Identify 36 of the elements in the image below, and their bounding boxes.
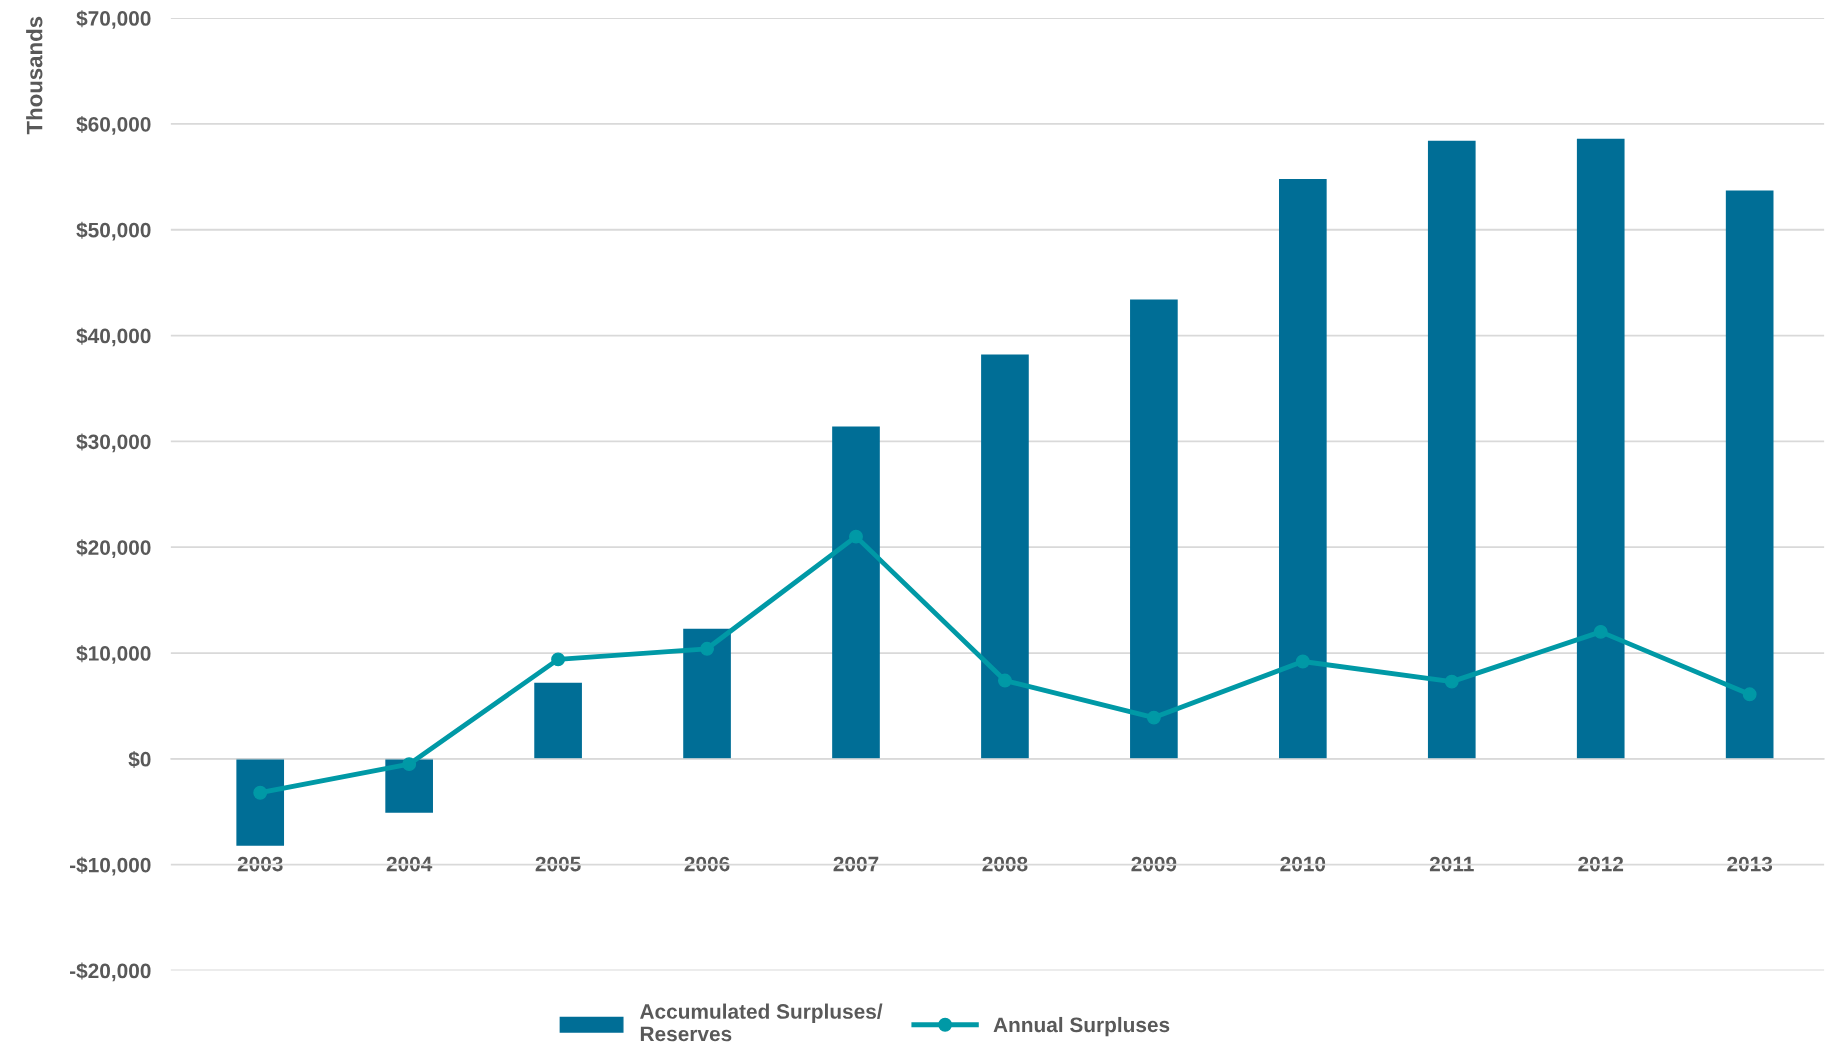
bar [1279, 178, 1327, 759]
y-tick-label: -$10,000 [69, 856, 151, 876]
point [1593, 624, 1608, 639]
x-tick-label: 2011 [1429, 856, 1474, 872]
point [253, 785, 268, 800]
bar [1130, 299, 1178, 759]
point [1444, 674, 1459, 689]
point [1742, 687, 1757, 702]
point [997, 673, 1012, 688]
y-tick-label: $0 [128, 750, 151, 768]
y-tick-label: $50,000 [76, 221, 151, 241]
bar [1427, 140, 1476, 759]
bar [1725, 190, 1774, 759]
y-tick-label: $30,000 [76, 433, 151, 453]
point [849, 529, 863, 544]
bar [683, 628, 731, 759]
bar [385, 758, 433, 813]
point [402, 757, 417, 772]
point [1146, 710, 1161, 725]
point [1295, 654, 1310, 669]
legend-label: Annual Surpluses [993, 1016, 1170, 1037]
y-tick-label: $10,000 [76, 645, 151, 664]
bar [534, 682, 582, 759]
point [551, 652, 566, 667]
point [700, 641, 714, 656]
bar [832, 426, 880, 759]
bar [981, 354, 1029, 759]
y-tick-label: $20,000 [76, 539, 151, 558]
y-tick-label: $40,000 [76, 327, 151, 347]
legend-label: Accumulated Surpluses/ Reserves [640, 1003, 883, 1042]
y-tick-label: $60,000 [76, 115, 151, 135]
y-tick-label: -$20,000 [69, 962, 151, 982]
bar [1576, 138, 1625, 759]
y-axis-title: Thousands [26, 16, 43, 135]
y-tick-label: $70,000 [76, 10, 151, 29]
bar [236, 758, 285, 846]
